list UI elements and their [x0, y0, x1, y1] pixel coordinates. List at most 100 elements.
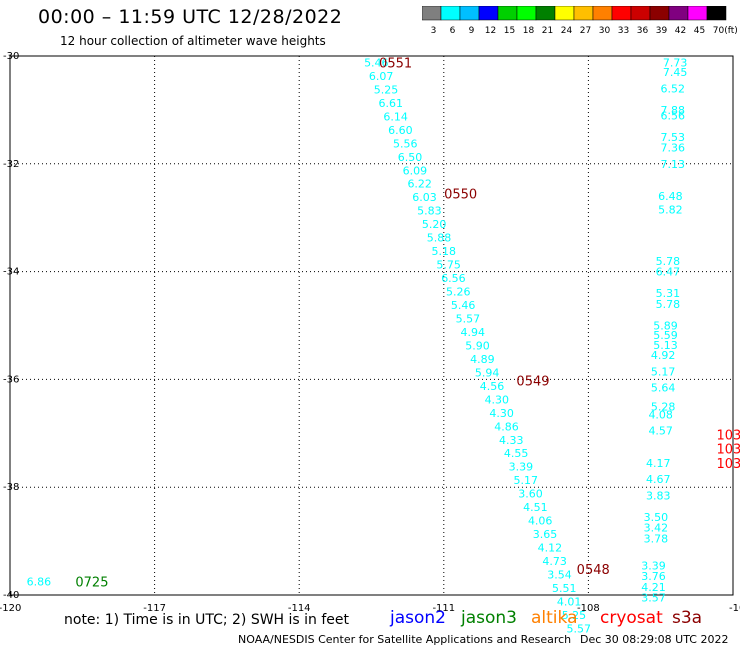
wave-height-label: 6.86	[27, 576, 52, 589]
color-scale-tick-label: 27	[580, 26, 591, 36]
chart-subtitle: 12 hour collection of altimeter wave hei…	[60, 34, 326, 48]
wave-height-label: 5.25	[562, 609, 587, 622]
wave-height-label: 4.89	[470, 353, 495, 366]
y-tick-label: -34	[3, 267, 19, 278]
legend-s3a: s3a	[672, 608, 703, 628]
wave-height-label: 5.17	[513, 474, 538, 487]
wave-height-label: 5.13	[653, 339, 678, 352]
wave-height-label: 3.76	[641, 570, 666, 583]
wave-height-label: 5.89	[653, 320, 678, 333]
wave-height-label: 5.75	[436, 259, 461, 272]
wave-height-label: 5.64	[651, 381, 676, 394]
wave-height-label: 4.92	[651, 349, 676, 362]
wave-height-label: 5.28	[651, 400, 676, 413]
legend-jason3: jason3	[461, 608, 517, 628]
wave-height-label: 5.17	[651, 365, 676, 378]
color-scale-tick-label: 18	[523, 26, 535, 36]
wave-height-label: 3.42	[644, 522, 669, 535]
pass-time-label: 0550	[444, 187, 477, 202]
pass-time-label: 0725	[75, 576, 108, 591]
x-tick-label: -108	[577, 603, 600, 614]
legend-note: note: 1) Time is in UTC; 2) SWH is in fe…	[64, 612, 350, 628]
wave-height-label: 4.01	[557, 595, 582, 608]
color-scale-tick-label: 36	[637, 26, 649, 36]
color-scale-tick-label: 21	[542, 26, 553, 36]
x-tick-label: -120	[0, 603, 21, 614]
footer-timestamp: Dec 30 08:29:08 UTC 2022	[580, 633, 729, 646]
wave-height-label: 5.56	[393, 137, 418, 150]
color-scale-tick-label: 15	[504, 26, 515, 36]
wave-height-label: 6.03	[412, 191, 437, 204]
color-scale-tick-label: 39	[656, 26, 668, 36]
color-scale-bar: 3 6 9 12 15 18 21 24 27 30 33 36 39 42 45 70 (ft)	[422, 6, 738, 36]
y-tick-label: -30	[3, 51, 19, 62]
pass-time-label: 1037	[716, 442, 740, 457]
wave-height-label: 4.12	[538, 542, 563, 555]
chart-title: 00:00 – 11:59 UTC 12/28/2022	[38, 6, 343, 28]
legend-cryosat: cryosat	[600, 608, 663, 628]
wave-height-label: 5.90	[465, 339, 490, 352]
wave-height-label: 5.83	[417, 205, 442, 218]
wave-height-label: 5.26	[446, 286, 471, 299]
wave-height-label: 7.53	[661, 131, 686, 144]
color-scale-swatch	[706, 6, 727, 21]
color-scale-tick-label: 24	[561, 26, 573, 36]
wave-height-label: 6.56	[441, 272, 466, 285]
wave-height-label: 5.46	[364, 56, 389, 69]
color-scale-tick-label: 6	[450, 26, 456, 36]
wave-height-label: 6.60	[388, 124, 413, 137]
wave-height-label: 7.13	[661, 158, 686, 171]
wave-height-label: 5.18	[432, 245, 457, 258]
wave-height-label: 4.67	[646, 473, 671, 486]
wave-height-label: 3.60	[518, 488, 543, 501]
wave-height-label: 3.50	[644, 511, 669, 524]
wave-height-label: 5.57	[567, 622, 592, 635]
wave-height-label: 7.88	[661, 104, 686, 117]
y-tick-label: -40	[3, 590, 19, 601]
wave-height-label: 4.06	[528, 515, 553, 528]
wave-height-label: 6.56	[661, 109, 686, 122]
x-tick-label: -117	[143, 603, 166, 614]
wave-height-label: 4.30	[485, 393, 510, 406]
wave-height-label: 6.61	[379, 97, 404, 110]
wave-height-label: 5.20	[422, 218, 447, 231]
wave-height-label: 3.78	[644, 532, 669, 545]
wave-height-label: 5.94	[475, 366, 500, 379]
wave-height-label: 4.21	[641, 581, 666, 594]
color-scale-tick-label: 30	[599, 26, 611, 36]
color-scale-unit-label: (ft)	[724, 26, 738, 36]
wave-height-label: 4.30	[489, 407, 514, 420]
color-scale-tick-label: 70	[713, 26, 725, 36]
pass-time-label: 1037	[716, 457, 740, 472]
x-tick-label: -111	[432, 603, 455, 614]
wave-height-label: 4.55	[504, 447, 529, 460]
wave-height-label: 5.25	[374, 83, 399, 96]
wave-height-label: 5.51	[552, 582, 577, 595]
wave-height-label: 6.50	[398, 151, 423, 164]
wave-height-label: 4.94	[460, 326, 485, 339]
wave-height-label: 6.47	[656, 266, 681, 279]
wave-height-label: 6.52	[661, 82, 686, 95]
color-scale-tick-label: 12	[485, 26, 496, 36]
wave-height-label: 5.88	[427, 232, 452, 245]
x-tick-label: -10	[729, 603, 740, 614]
wave-height-label: 5.31	[656, 287, 681, 300]
wave-height-label: 7.36	[661, 142, 686, 155]
y-tick-label: -36	[3, 374, 19, 385]
y-tick-label: -38	[3, 482, 19, 493]
wave-height-label: 4.57	[648, 425, 673, 438]
wave-height-label: 4.86	[494, 420, 519, 433]
color-scale-tick-label: 33	[618, 26, 629, 36]
x-tick-label: -114	[288, 603, 311, 614]
wave-height-label: 5.82	[658, 204, 683, 217]
y-tick-label: -32	[3, 159, 19, 170]
wave-height-label: 4.33	[499, 434, 524, 447]
color-scale-tick-label: 3	[431, 26, 437, 36]
wave-height-label: 3.65	[533, 528, 558, 541]
footer-credit: NOAA/NESDIS Center for Satellite Applica…	[238, 633, 572, 646]
wave-height-label: 3.39	[641, 559, 666, 572]
wave-height-label: 7.45	[663, 66, 688, 79]
wave-height-label: 4.08	[648, 408, 673, 421]
wave-height-label: 3.57	[641, 592, 666, 605]
